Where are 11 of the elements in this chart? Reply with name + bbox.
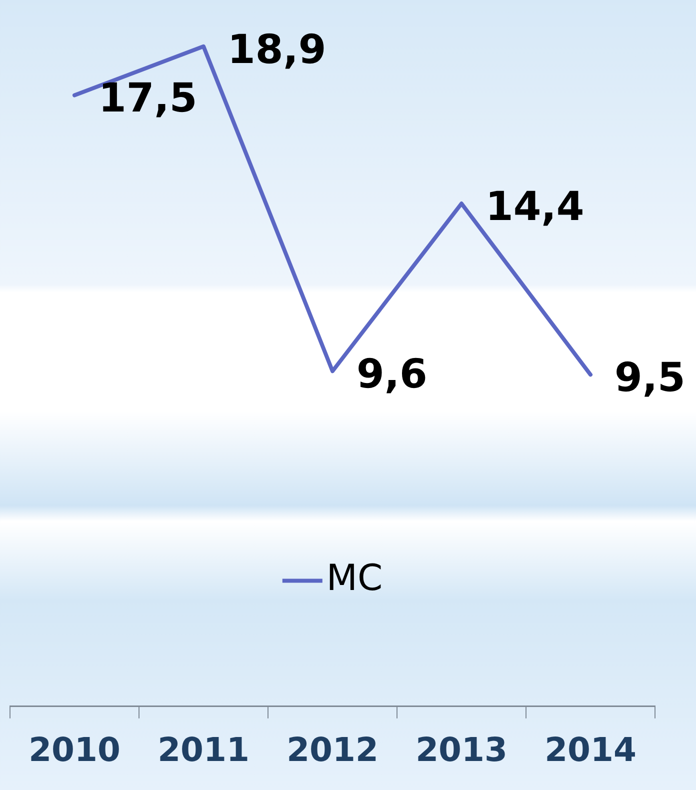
x-tick-label: 2012	[286, 730, 378, 769]
data-label: 18,9	[228, 26, 326, 73]
x-tick-label: 2013	[416, 730, 508, 769]
data-label: 17,5	[98, 76, 198, 122]
data-label: 9,5	[614, 355, 686, 402]
data-label: 14,4	[486, 184, 584, 230]
x-tick-label: 2010	[28, 730, 120, 769]
x-tick-label: 2011	[158, 730, 250, 769]
data-label: 9,6	[356, 352, 428, 398]
x-tick-label: 2014	[544, 730, 636, 769]
legend-label: MC	[326, 558, 383, 600]
